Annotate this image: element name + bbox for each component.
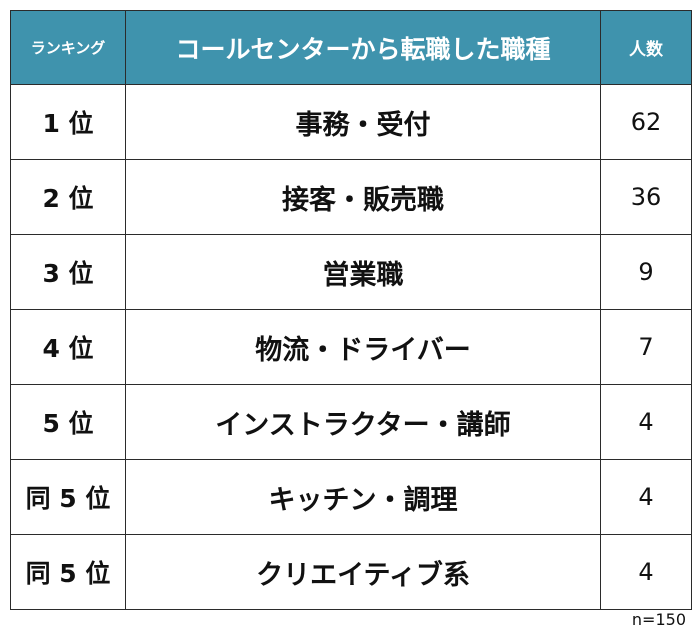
rank-cell: 2 位 [10,159,126,235]
rank-cell: 同 5 位 [10,534,126,610]
job-cell: 営業職 [125,234,601,310]
rank-cell: 3 位 [10,234,126,310]
table-row: 同 5 位 キッチン・調理 4 [10,459,692,535]
count-column-header: 人数 [600,10,692,85]
count-cell: 9 [600,234,692,310]
count-cell: 4 [600,534,692,610]
rank-column-header: ランキング [10,10,126,85]
table-row: 1 位 事務・受付 62 [10,84,692,160]
job-column-header: コールセンターから転職した職種 [125,10,601,85]
count-cell: 4 [600,459,692,535]
count-cell: 7 [600,309,692,385]
table-row: 2 位 接客・販売職 36 [10,159,692,235]
count-cell: 36 [600,159,692,235]
job-cell: 事務・受付 [125,84,601,160]
job-cell: キッチン・調理 [125,459,601,535]
rank-cell: 同 5 位 [10,459,126,535]
count-cell: 62 [600,84,692,160]
sample-size-note: n=150 [631,610,686,629]
job-cell: クリエイティブ系 [125,534,601,610]
rank-cell: 1 位 [10,84,126,160]
ranking-table: ランキング コールセンターから転職した職種 人数 1 位 事務・受付 62 2 … [10,10,692,610]
table-header: ランキング コールセンターから転職した職種 人数 [10,10,692,85]
rank-cell: 5 位 [10,384,126,460]
job-cell: 接客・販売職 [125,159,601,235]
table-body: 1 位 事務・受付 62 2 位 接客・販売職 36 3 位 営業職 9 4 位… [10,84,692,610]
job-cell: 物流・ドライバー [125,309,601,385]
table-row: 5 位 インストラクター・講師 4 [10,384,692,460]
job-cell: インストラクター・講師 [125,384,601,460]
table-row: 4 位 物流・ドライバー 7 [10,309,692,385]
count-cell: 4 [600,384,692,460]
header-row: ランキング コールセンターから転職した職種 人数 [10,10,692,85]
rank-cell: 4 位 [10,309,126,385]
table-row: 3 位 営業職 9 [10,234,692,310]
table-row: 同 5 位 クリエイティブ系 4 [10,534,692,610]
